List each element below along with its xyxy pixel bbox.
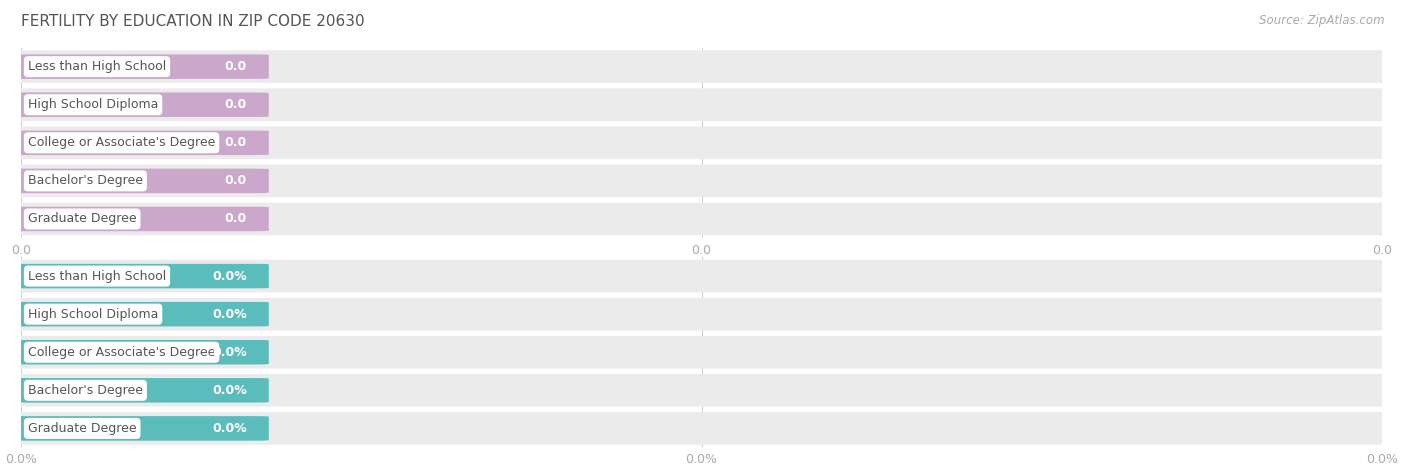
Text: 0.0: 0.0 [225,136,247,149]
Text: High School Diploma: High School Diploma [28,98,159,111]
FancyBboxPatch shape [0,203,1406,235]
FancyBboxPatch shape [4,302,269,327]
FancyBboxPatch shape [4,207,269,231]
FancyBboxPatch shape [4,169,269,193]
Text: 0.0: 0.0 [225,98,247,111]
FancyBboxPatch shape [0,412,1406,445]
Text: Bachelor's Degree: Bachelor's Degree [28,174,143,188]
FancyBboxPatch shape [4,378,269,403]
Text: College or Associate's Degree: College or Associate's Degree [28,136,215,149]
FancyBboxPatch shape [4,264,269,288]
FancyBboxPatch shape [0,336,1406,368]
FancyBboxPatch shape [0,50,1406,83]
Text: 0.0%: 0.0% [212,384,247,397]
Text: 0.0%: 0.0% [212,346,247,359]
Text: Less than High School: Less than High School [28,60,166,73]
FancyBboxPatch shape [4,92,269,117]
Text: Graduate Degree: Graduate Degree [28,212,136,226]
Text: Bachelor's Degree: Bachelor's Degree [28,384,143,397]
Text: Source: ZipAtlas.com: Source: ZipAtlas.com [1260,14,1385,27]
FancyBboxPatch shape [0,89,1406,121]
Text: Graduate Degree: Graduate Degree [28,422,136,435]
Text: 0.0%: 0.0% [212,269,247,283]
FancyBboxPatch shape [4,340,269,365]
Text: 0.0: 0.0 [225,212,247,226]
Text: College or Associate's Degree: College or Associate's Degree [28,346,215,359]
FancyBboxPatch shape [0,127,1406,159]
FancyBboxPatch shape [0,260,1406,292]
FancyBboxPatch shape [0,165,1406,197]
Text: 0.0%: 0.0% [212,307,247,321]
FancyBboxPatch shape [4,130,269,155]
Text: FERTILITY BY EDUCATION IN ZIP CODE 20630: FERTILITY BY EDUCATION IN ZIP CODE 20630 [21,14,364,30]
FancyBboxPatch shape [4,416,269,441]
Text: High School Diploma: High School Diploma [28,307,159,321]
FancyBboxPatch shape [0,374,1406,407]
Text: 0.0%: 0.0% [212,422,247,435]
Text: 0.0: 0.0 [225,60,247,73]
Text: 0.0: 0.0 [225,174,247,188]
FancyBboxPatch shape [4,54,269,79]
Text: Less than High School: Less than High School [28,269,166,283]
FancyBboxPatch shape [0,298,1406,330]
